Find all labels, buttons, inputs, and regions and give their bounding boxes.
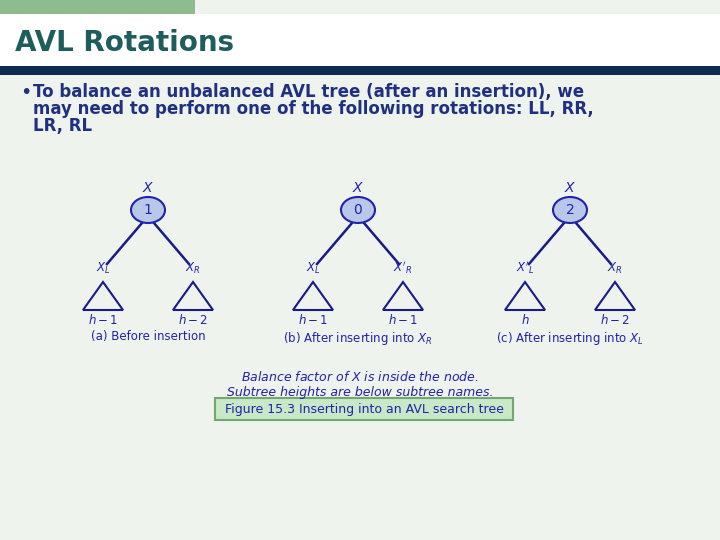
Text: $X'_L$: $X'_L$ bbox=[516, 259, 534, 276]
Text: $h-1$: $h-1$ bbox=[88, 313, 118, 327]
Text: 1: 1 bbox=[143, 203, 153, 217]
Text: $X_R$: $X_R$ bbox=[185, 261, 201, 276]
Text: (b) After inserting into $X_R$: (b) After inserting into $X_R$ bbox=[283, 330, 433, 347]
Bar bbox=[215, 398, 513, 420]
Text: AVL Rotations: AVL Rotations bbox=[15, 29, 234, 57]
Text: $X$: $X$ bbox=[142, 181, 154, 195]
Bar bbox=[0, 14, 720, 66]
Text: $h$: $h$ bbox=[521, 313, 529, 327]
Bar bbox=[0, 0, 195, 22]
Ellipse shape bbox=[131, 197, 165, 223]
Text: $h-1$: $h-1$ bbox=[298, 313, 328, 327]
Ellipse shape bbox=[553, 197, 587, 223]
Text: Subtree heights are below subtree names.: Subtree heights are below subtree names. bbox=[227, 386, 493, 399]
Bar bbox=[0, 66, 720, 75]
Text: Figure 15.3 Inserting into an AVL search tree: Figure 15.3 Inserting into an AVL search… bbox=[225, 402, 503, 415]
Text: •: • bbox=[20, 83, 32, 102]
Text: $h-1$: $h-1$ bbox=[388, 313, 418, 327]
Text: $X$: $X$ bbox=[564, 181, 576, 195]
Text: $h-2$: $h-2$ bbox=[600, 313, 630, 327]
Text: (a) Before insertion: (a) Before insertion bbox=[91, 330, 205, 343]
Text: Balance factor of $X$ is inside the node.: Balance factor of $X$ is inside the node… bbox=[241, 370, 479, 384]
Text: (c) After inserting into $X_L$: (c) After inserting into $X_L$ bbox=[496, 330, 644, 347]
Text: 0: 0 bbox=[354, 203, 362, 217]
Text: To balance an unbalanced AVL tree (after an insertion), we: To balance an unbalanced AVL tree (after… bbox=[33, 83, 584, 101]
Text: may need to perform one of the following rotations: LL, RR,: may need to perform one of the following… bbox=[33, 100, 594, 118]
Text: $X_R$: $X_R$ bbox=[607, 261, 623, 276]
Text: $X_L$: $X_L$ bbox=[96, 261, 110, 276]
Text: $X$: $X$ bbox=[352, 181, 364, 195]
Text: $h-2$: $h-2$ bbox=[178, 313, 208, 327]
Text: $X'_R$: $X'_R$ bbox=[393, 259, 413, 276]
Text: 2: 2 bbox=[566, 203, 575, 217]
Text: $X_L$: $X_L$ bbox=[306, 261, 320, 276]
Text: LR, RL: LR, RL bbox=[33, 117, 92, 135]
Ellipse shape bbox=[341, 197, 375, 223]
